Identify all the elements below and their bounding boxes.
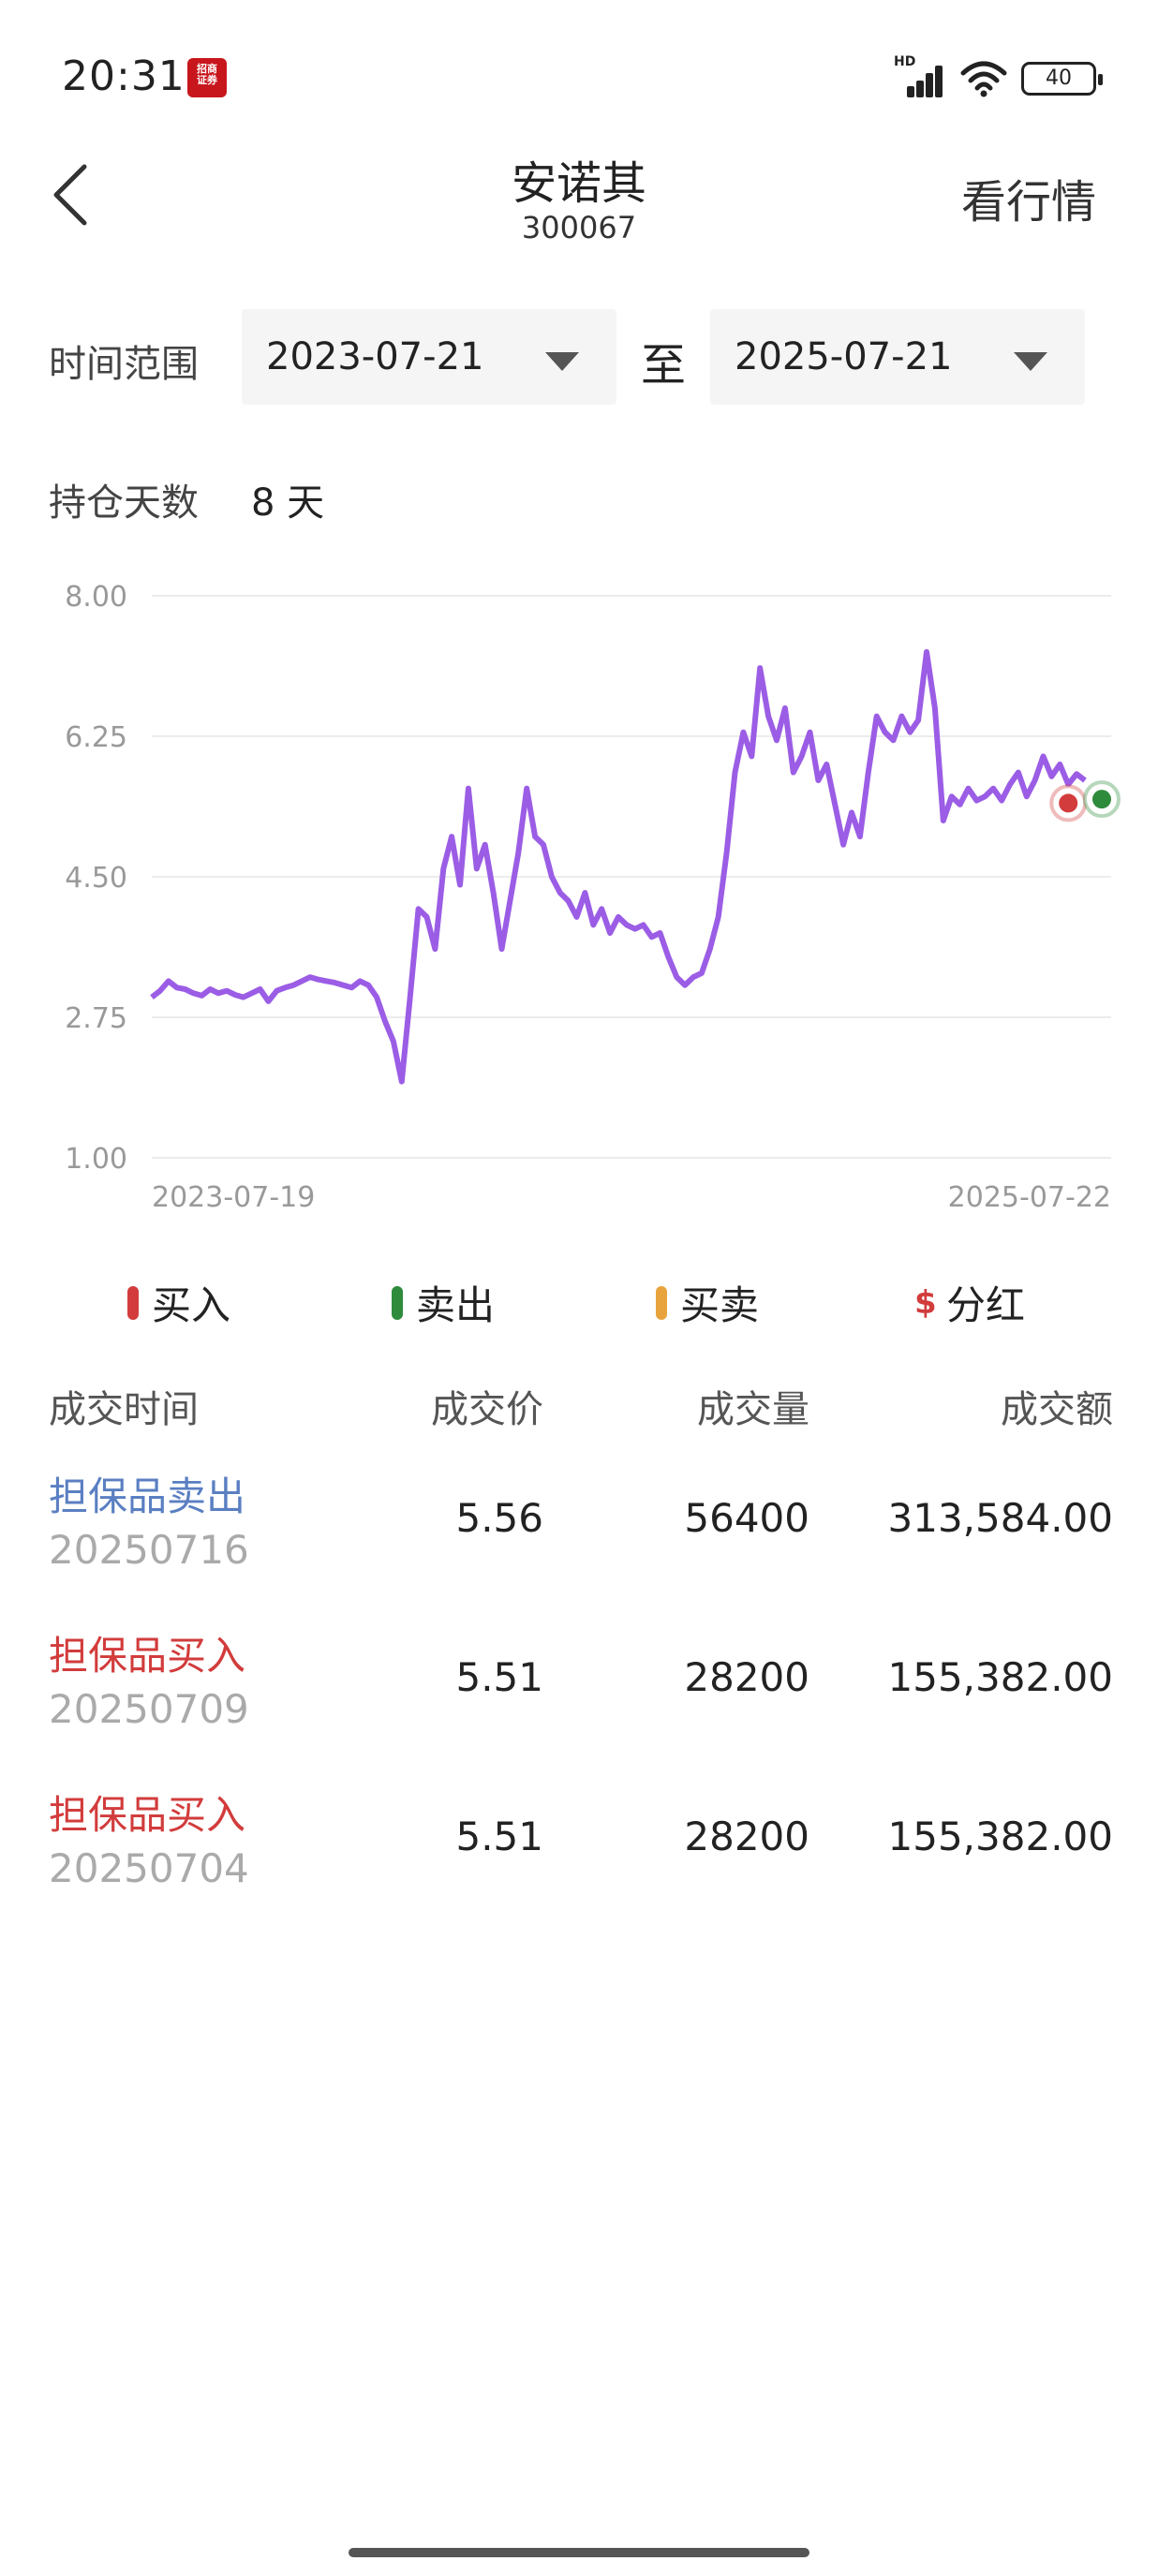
series-line [150,649,1087,1085]
time-range-label: 时间范围 [49,343,199,386]
buy-marker[interactable] [1059,793,1078,813]
end-date-select[interactable]: 2025-07-21 [710,309,1085,405]
battery-icon: 40 [1021,62,1103,96]
trade-price: 5.51 [455,1814,543,1859]
header-trade-volume: 成交量 [697,1388,809,1431]
trade-type: 担保品买入 [49,1792,246,1838]
y-tick-label: 6.25 [65,721,127,754]
y-tick-label: 4.50 [65,862,127,895]
header-trade-time: 成交时间 [49,1388,199,1431]
status-indicators: HD 40 [894,54,1103,99]
trade-price: 5.51 [455,1654,543,1700]
trade-volume: 28200 [684,1814,809,1859]
legend-item-sell: 卖出 [392,1274,495,1331]
trade-type: 担保品买入 [49,1633,246,1679]
trade-amount: 155,382.00 [887,1814,1113,1859]
legend-label: 买入 [152,1282,231,1328]
header-trade-price: 成交价 [431,1388,543,1431]
table-row[interactable]: 担保品卖出 20250716 5.56 56400 313,584.00 [49,1446,1113,1606]
legend-sell-swatch [392,1285,403,1320]
trade-date: 20250716 [49,1527,249,1573]
trade-table: 成交时间 成交价 成交量 成交额 担保品卖出 20250716 5.56 56400 3… [49,1371,1113,1924]
end-date-value: 2025-07-21 [735,335,953,378]
trade-price: 5.56 [455,1495,543,1541]
chart-legend: 买入 卖出 买卖 $ 分红 [0,1274,1158,1340]
holding-days-value: 8 天 [251,481,325,525]
table-row[interactable]: 担保品买入 20250709 5.51 28200 155,382.00 [49,1606,1113,1765]
view-market-button[interactable]: 看行情 [960,176,1096,229]
dollar-icon: $ [914,1283,937,1322]
y-tick-label: 2.75 [65,1002,127,1035]
start-date-select[interactable]: 2023-07-21 [242,309,616,405]
legend-item-dividend: $ 分红 [914,1274,1025,1331]
trade-amount: 155,382.00 [887,1654,1113,1700]
trade-amount: 313,584.00 [887,1495,1113,1541]
price-chart[interactable]: 8.00 6.25 4.50 2.75 1.00 2023-07-19 2025-07-22 [0,562,1158,1236]
legend-item-buy-sell: 买卖 [656,1274,759,1331]
trade-type: 担保品卖出 [49,1473,246,1519]
legend-buy-sell-swatch [656,1285,667,1320]
dropdown-arrow-icon [1014,352,1047,371]
table-row[interactable]: 担保品买入 20250704 5.51 28200 155,382.00 [49,1765,1113,1924]
trade-date: 20250704 [49,1845,249,1891]
date-range-separator: 至 [641,339,687,392]
chevron-left-icon[interactable] [45,157,101,232]
header-trade-amount: 成交额 [1001,1388,1113,1431]
legend-label: 分红 [946,1282,1026,1328]
app-badge-icon: 招商 证券 [187,58,227,97]
trade-volume: 56400 [684,1495,809,1541]
holding-days-label: 持仓天数 [49,481,199,525]
legend-label: 买卖 [680,1282,760,1328]
status-time: 20:31 [62,52,186,100]
stock-name: 安诺其 [511,157,646,210]
x-tick-label: 2023-07-19 [152,1181,315,1214]
x-tick-label: 2025-07-22 [948,1181,1111,1214]
cellular-signal-icon: HD [894,54,946,97]
legend-buy-swatch [127,1285,139,1320]
legend-item-buy: 买入 [127,1274,230,1331]
sell-marker[interactable] [1092,790,1111,809]
legend-label: 卖出 [416,1282,496,1328]
trade-volume: 28200 [684,1654,809,1700]
wifi-icon [960,61,1007,97]
y-tick-label: 1.00 [65,1143,127,1176]
table-header: 成交时间 成交价 成交量 成交额 [49,1371,1113,1446]
status-bar: 20:31 招商 证券 HD 40 [0,0,1158,141]
trade-date: 20250709 [49,1686,249,1732]
network-type-label: HD [894,54,916,69]
start-date-value: 2023-07-21 [266,335,484,378]
y-tick-label: 8.00 [65,581,127,614]
dropdown-arrow-icon [545,352,579,371]
home-indicator[interactable] [349,2548,809,2557]
stock-code: 300067 [521,210,637,245]
